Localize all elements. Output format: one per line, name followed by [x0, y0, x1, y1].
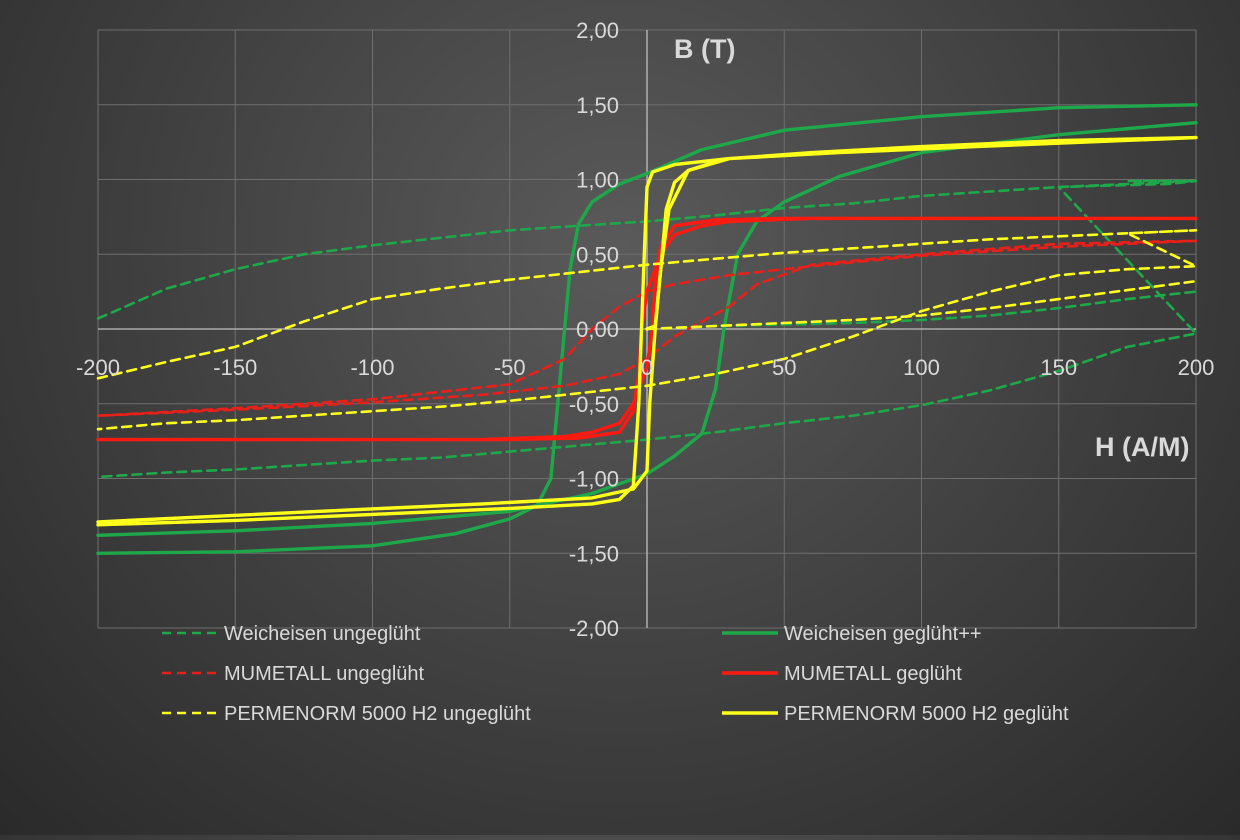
x-tick-label: 150: [1040, 355, 1077, 380]
series-line: [96, 103, 1198, 555]
legend-label: PERMENORM 5000 H2 geglüht: [784, 703, 1069, 725]
legend-label: PERMENORM 5000 H2 ungeglüht: [224, 703, 531, 725]
y-tick-label: 1,00: [576, 168, 619, 193]
x-tick-label: -50: [494, 355, 526, 380]
series-line: [96, 216, 1198, 442]
series-line: [645, 279, 1198, 331]
y-tick-label: 0,00: [576, 317, 619, 342]
legend-label: MUMETALL ungeglüht: [224, 663, 425, 685]
legend-label: MUMETALL geglüht: [784, 663, 962, 685]
x-tick-label: 0: [641, 355, 653, 380]
x-tick-label: -100: [350, 355, 394, 380]
y-tick-label: -0,50: [569, 392, 619, 417]
legend: Weicheisen ungeglüht Weicheisen geglüht++…: [162, 623, 1069, 725]
x-tick-label: -200: [76, 355, 120, 380]
series-lines: [96, 103, 1198, 555]
y-tick-label: 1,50: [576, 93, 619, 118]
series-line: [96, 121, 1198, 537]
legend-label: Weicheisen ungeglüht: [224, 623, 421, 645]
legend-label: Weicheisen geglüht++: [784, 623, 982, 645]
y-tick-label: 0,50: [576, 242, 619, 267]
x-tick-label: -150: [213, 355, 257, 380]
x-tick-label: 200: [1178, 355, 1215, 380]
x-tick-label: 50: [772, 355, 796, 380]
y-tick-label: -1,50: [569, 541, 619, 566]
series-line: [96, 229, 1198, 431]
y-tick-label: -2,00: [569, 616, 619, 641]
tick-labels: -200 -150 -100 -50 0 50 100 150 200 2,00 1,50 1,00 0…: [76, 18, 1214, 641]
series-line: [96, 179, 1198, 479]
y-tick-label: 2,00: [576, 18, 619, 43]
series-line: [96, 239, 1198, 417]
series-line: [96, 135, 1198, 527]
series-line: [645, 159, 718, 331]
x-tick-label: 100: [903, 355, 940, 380]
x-axis-title: H (A/M): [1095, 432, 1189, 462]
y-tick-label: -1,00: [569, 467, 619, 492]
y-axis-title: B (T): [674, 34, 735, 64]
